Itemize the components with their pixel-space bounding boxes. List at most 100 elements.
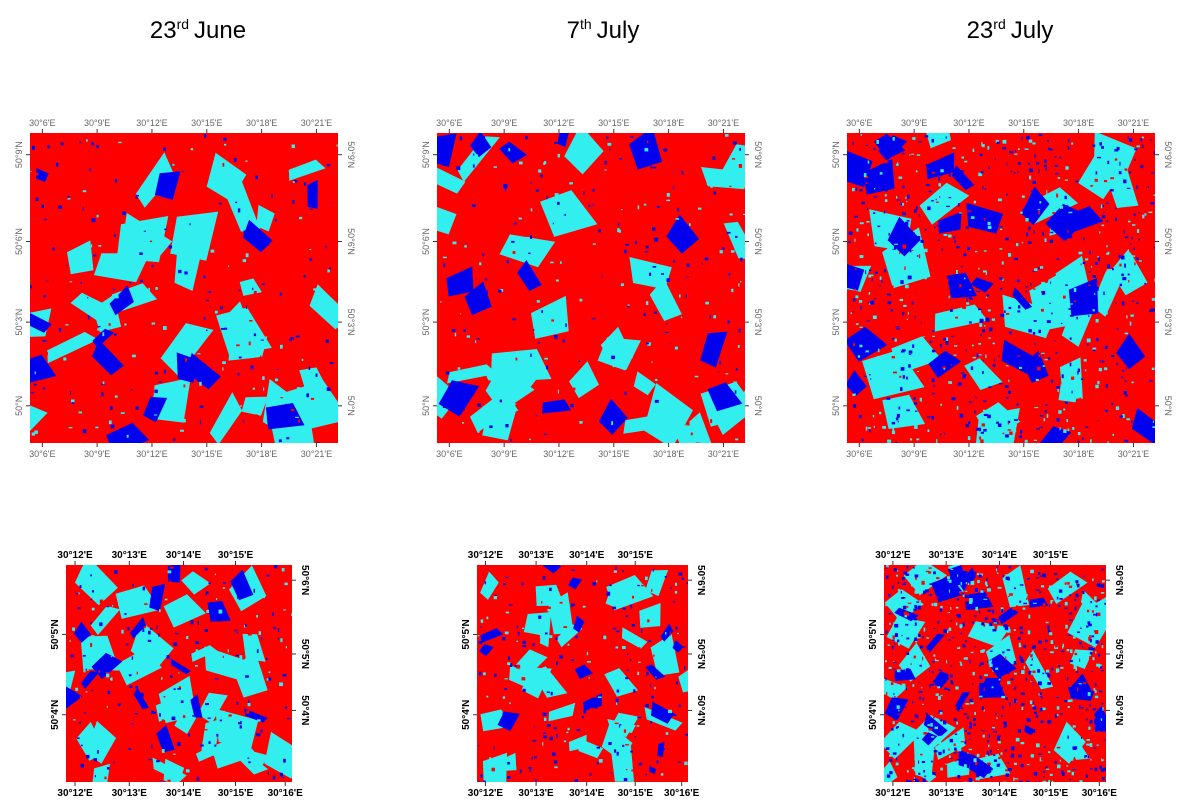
speckle: [873, 316, 877, 319]
speckle: [952, 397, 956, 400]
speckle: [696, 443, 700, 445]
speckle: [244, 231, 247, 234]
speckle: [1048, 283, 1050, 285]
speckle: [1046, 691, 1048, 693]
speckle: [168, 780, 171, 782]
x-tick-label: 30°16'E: [268, 788, 304, 799]
speckle: [191, 148, 193, 150]
x-tick-label: 30°13'E: [518, 788, 554, 799]
y-tick-label: 50°4'N: [695, 695, 706, 725]
speckle: [192, 275, 193, 278]
speckle: [158, 634, 159, 637]
speckle: [870, 378, 871, 379]
speckle: [1096, 640, 1099, 643]
speckle: [1021, 670, 1024, 674]
speckle: [291, 613, 294, 616]
speckle: [1057, 706, 1060, 709]
speckle: [1097, 309, 1099, 312]
speckle: [1032, 671, 1035, 673]
speckle: [550, 737, 553, 740]
x-tick-label: 30°6'E: [436, 449, 462, 459]
speckle: [83, 429, 87, 433]
speckle: [75, 688, 78, 691]
speckle: [1005, 627, 1008, 630]
speckle: [245, 624, 247, 627]
speckle: [1090, 185, 1092, 187]
speckle: [879, 286, 881, 288]
speckle: [617, 228, 620, 232]
speckle: [906, 206, 909, 207]
speckle: [623, 573, 627, 575]
speckle: [203, 658, 205, 660]
speckle: [599, 627, 602, 631]
speckle: [940, 712, 943, 715]
speckle: [932, 393, 935, 395]
speckle: [262, 376, 264, 380]
speckle: [973, 718, 976, 721]
speckle: [984, 250, 987, 251]
speckle: [911, 658, 914, 662]
speckle: [1050, 566, 1054, 569]
speckle: [1052, 781, 1054, 783]
speckle: [184, 241, 186, 242]
speckle: [906, 201, 907, 202]
speckle: [1042, 574, 1046, 578]
speckle: [92, 590, 94, 592]
speckle: [891, 733, 895, 736]
speckle: [533, 643, 535, 646]
speckle: [621, 283, 624, 286]
speckle: [900, 280, 903, 284]
speckle: [551, 692, 553, 695]
speckle: [100, 600, 103, 604]
speckle: [654, 687, 655, 689]
speckle: [1016, 688, 1019, 689]
speckle: [599, 276, 600, 279]
speckle: [900, 600, 902, 603]
speckle: [885, 190, 888, 192]
speckle: [1111, 319, 1113, 323]
speckle: [464, 245, 467, 247]
speckle: [950, 675, 953, 678]
speckle: [254, 644, 255, 647]
speckle: [95, 775, 96, 777]
speckle: [1030, 207, 1032, 209]
speckle: [645, 704, 649, 707]
speckle: [705, 302, 709, 305]
speckle: [81, 282, 82, 284]
speckle: [968, 210, 972, 211]
speckle: [1045, 767, 1047, 769]
speckle: [513, 569, 515, 571]
speckle: [1102, 160, 1106, 162]
speckle: [564, 741, 566, 743]
speckle: [1044, 440, 1045, 442]
speckle: [735, 439, 738, 441]
speckle: [189, 328, 190, 332]
speckle: [1065, 196, 1067, 199]
speckle: [1105, 346, 1108, 349]
speckle: [246, 710, 249, 714]
speckle: [483, 672, 486, 675]
speckle: [69, 640, 70, 641]
speckle: [979, 665, 981, 667]
speckle: [215, 311, 218, 314]
speckle: [1137, 229, 1139, 233]
speckle: [1071, 699, 1073, 701]
speckle: [669, 343, 670, 344]
speckle: [984, 688, 985, 692]
speckle: [183, 715, 185, 718]
speckle: [1053, 575, 1055, 579]
x-tick-label: 30°15'E: [598, 118, 629, 128]
speckle: [920, 646, 923, 649]
speckle: [907, 644, 908, 646]
speckle: [1068, 280, 1072, 282]
speckle: [1136, 303, 1138, 304]
speckle: [90, 574, 92, 576]
speckle: [39, 361, 42, 364]
speckle: [625, 244, 629, 246]
speckle: [635, 241, 637, 244]
speckle: [531, 411, 535, 415]
speckle: [1050, 600, 1052, 603]
speckle: [503, 583, 506, 585]
speckle: [878, 226, 881, 227]
speckle: [280, 773, 283, 777]
